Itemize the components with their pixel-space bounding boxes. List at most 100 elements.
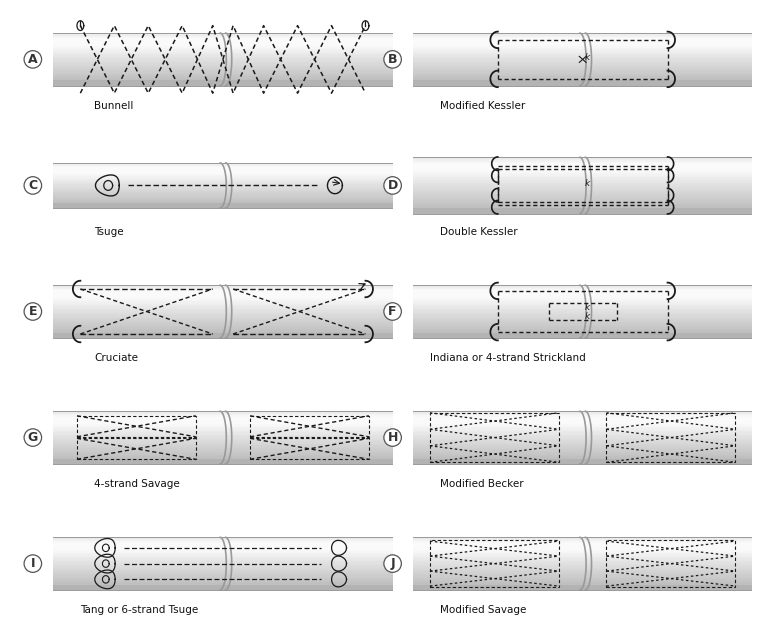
Polygon shape — [53, 79, 393, 80]
Polygon shape — [413, 573, 752, 574]
Polygon shape — [413, 55, 752, 57]
Polygon shape — [53, 171, 393, 172]
Polygon shape — [53, 419, 393, 421]
Polygon shape — [413, 330, 752, 331]
Text: F: F — [388, 305, 397, 318]
Polygon shape — [53, 308, 393, 309]
Polygon shape — [413, 285, 752, 287]
Polygon shape — [53, 424, 393, 426]
Polygon shape — [413, 199, 752, 201]
Polygon shape — [413, 64, 752, 65]
Polygon shape — [413, 541, 752, 543]
Polygon shape — [413, 305, 752, 307]
Polygon shape — [413, 298, 752, 300]
Polygon shape — [413, 556, 752, 557]
Polygon shape — [53, 179, 393, 180]
Polygon shape — [53, 173, 393, 174]
Polygon shape — [413, 576, 752, 577]
Polygon shape — [53, 194, 393, 196]
Polygon shape — [413, 565, 752, 566]
Polygon shape — [53, 417, 393, 418]
Polygon shape — [53, 454, 393, 455]
Polygon shape — [413, 42, 752, 44]
Polygon shape — [413, 313, 752, 314]
Polygon shape — [413, 205, 752, 207]
Polygon shape — [413, 434, 752, 435]
Polygon shape — [413, 41, 752, 42]
Polygon shape — [413, 423, 752, 424]
Polygon shape — [413, 448, 752, 449]
Polygon shape — [53, 41, 393, 42]
Polygon shape — [413, 538, 752, 539]
Polygon shape — [413, 416, 752, 417]
Polygon shape — [413, 457, 752, 459]
Polygon shape — [413, 334, 752, 335]
Polygon shape — [413, 455, 752, 456]
Polygon shape — [53, 589, 393, 590]
Polygon shape — [53, 561, 393, 563]
Polygon shape — [53, 544, 393, 545]
Polygon shape — [413, 548, 752, 549]
Polygon shape — [53, 414, 393, 416]
Polygon shape — [413, 551, 752, 552]
Text: k: k — [585, 312, 591, 321]
Polygon shape — [53, 166, 393, 168]
Text: Double Kessler: Double Kessler — [440, 227, 518, 237]
Polygon shape — [53, 44, 393, 45]
Polygon shape — [53, 302, 393, 303]
Polygon shape — [53, 330, 393, 331]
Polygon shape — [53, 164, 393, 165]
Polygon shape — [413, 439, 752, 440]
Polygon shape — [53, 318, 393, 320]
Polygon shape — [413, 327, 752, 328]
Polygon shape — [413, 454, 752, 455]
Polygon shape — [53, 427, 393, 429]
Polygon shape — [53, 186, 393, 188]
Polygon shape — [53, 198, 393, 199]
Polygon shape — [53, 577, 393, 578]
Polygon shape — [53, 312, 393, 313]
Text: Indiana or 4-strand Strickland: Indiana or 4-strand Strickland — [430, 353, 586, 363]
Polygon shape — [53, 64, 393, 65]
Text: k: k — [585, 303, 591, 312]
Polygon shape — [413, 561, 752, 563]
Polygon shape — [53, 443, 393, 444]
Polygon shape — [53, 323, 393, 325]
Polygon shape — [53, 193, 393, 194]
Polygon shape — [413, 186, 752, 187]
Text: B: B — [388, 53, 397, 66]
Polygon shape — [413, 174, 752, 176]
Polygon shape — [53, 65, 393, 66]
Polygon shape — [413, 412, 752, 414]
Polygon shape — [413, 47, 752, 49]
Polygon shape — [413, 160, 752, 161]
Polygon shape — [413, 161, 752, 163]
Polygon shape — [53, 554, 393, 556]
Polygon shape — [53, 314, 393, 315]
Polygon shape — [53, 292, 393, 293]
Polygon shape — [53, 461, 393, 462]
Polygon shape — [413, 193, 752, 194]
Polygon shape — [413, 430, 752, 431]
Polygon shape — [413, 325, 752, 326]
Polygon shape — [413, 57, 752, 58]
Polygon shape — [53, 543, 393, 544]
Polygon shape — [413, 461, 752, 462]
Polygon shape — [53, 300, 393, 301]
Text: Modified Becker: Modified Becker — [440, 479, 524, 489]
Polygon shape — [413, 300, 752, 301]
Polygon shape — [53, 336, 393, 338]
Polygon shape — [413, 544, 752, 545]
Polygon shape — [53, 548, 393, 549]
Polygon shape — [413, 293, 752, 295]
Polygon shape — [413, 158, 752, 159]
Polygon shape — [413, 462, 752, 464]
Text: J: J — [391, 557, 395, 570]
Polygon shape — [413, 209, 752, 211]
Polygon shape — [413, 46, 752, 47]
Text: Bunnell: Bunnell — [94, 101, 133, 111]
Polygon shape — [53, 180, 393, 181]
Polygon shape — [53, 563, 393, 564]
Polygon shape — [53, 74, 393, 75]
Polygon shape — [413, 204, 752, 205]
